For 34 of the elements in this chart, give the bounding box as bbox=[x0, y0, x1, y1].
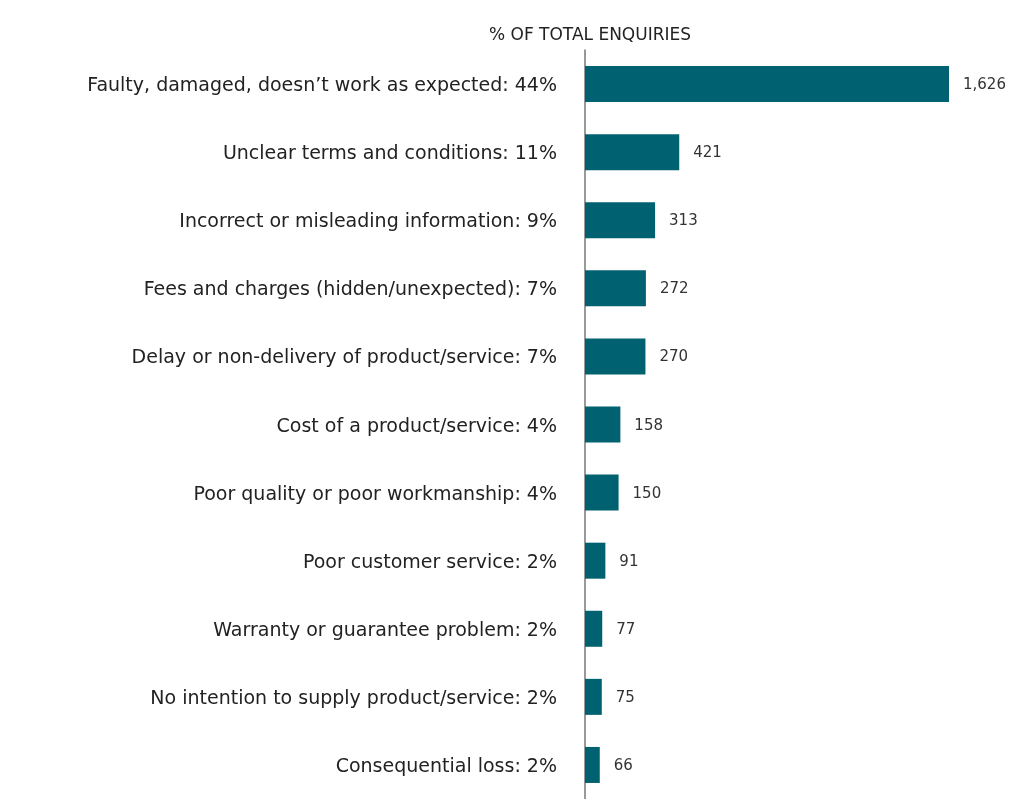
data-label: 91 bbox=[619, 551, 639, 570]
chart-title: % OF TOTAL ENQUIRIES bbox=[488, 23, 692, 44]
y-tick-label: Poor customer service: 2% bbox=[302, 549, 557, 572]
data-label: 1,626 bbox=[963, 75, 1006, 94]
bar bbox=[585, 270, 646, 307]
data-label: 150 bbox=[632, 483, 662, 502]
y-tick-label: Unclear terms and conditions: 11% bbox=[222, 141, 557, 164]
data-label: 272 bbox=[659, 279, 689, 298]
data-label: 77 bbox=[616, 619, 636, 638]
y-tick-label: Incorrect or misleading information: 9% bbox=[179, 209, 557, 232]
bar bbox=[585, 202, 656, 239]
data-label: 313 bbox=[669, 211, 698, 230]
y-tick-label: Poor quality or poor workmanship: 4% bbox=[193, 481, 557, 504]
bar bbox=[585, 678, 602, 715]
bar bbox=[585, 66, 949, 103]
bar bbox=[585, 338, 646, 375]
data-label: 421 bbox=[693, 143, 722, 162]
y-tick-label: Warranty or guarantee problem: 2% bbox=[213, 617, 557, 640]
bar bbox=[585, 474, 619, 511]
y-tick-label: Faulty, damaged, doesn’t work as expected: 44% bbox=[87, 73, 557, 96]
data-label: 270 bbox=[659, 347, 689, 366]
bar bbox=[585, 542, 606, 579]
data-label: 75 bbox=[615, 687, 635, 706]
y-tick-label: Cost of a product/service: 4% bbox=[276, 413, 557, 436]
bar bbox=[585, 746, 600, 783]
bar bbox=[585, 134, 680, 171]
y-tick-label: Fees and charges (hidden/unexpected): 7% bbox=[143, 277, 557, 300]
data-label: 158 bbox=[634, 415, 664, 434]
y-tick-label: Consequential loss: 2% bbox=[335, 753, 557, 776]
data-label: 66 bbox=[613, 755, 633, 774]
bar bbox=[585, 406, 621, 443]
y-tick-label: No intention to supply product/service: 2% bbox=[150, 685, 557, 708]
bar bbox=[585, 610, 603, 647]
y-tick-label: Delay or non-delivery of product/service: 7% bbox=[131, 345, 557, 368]
